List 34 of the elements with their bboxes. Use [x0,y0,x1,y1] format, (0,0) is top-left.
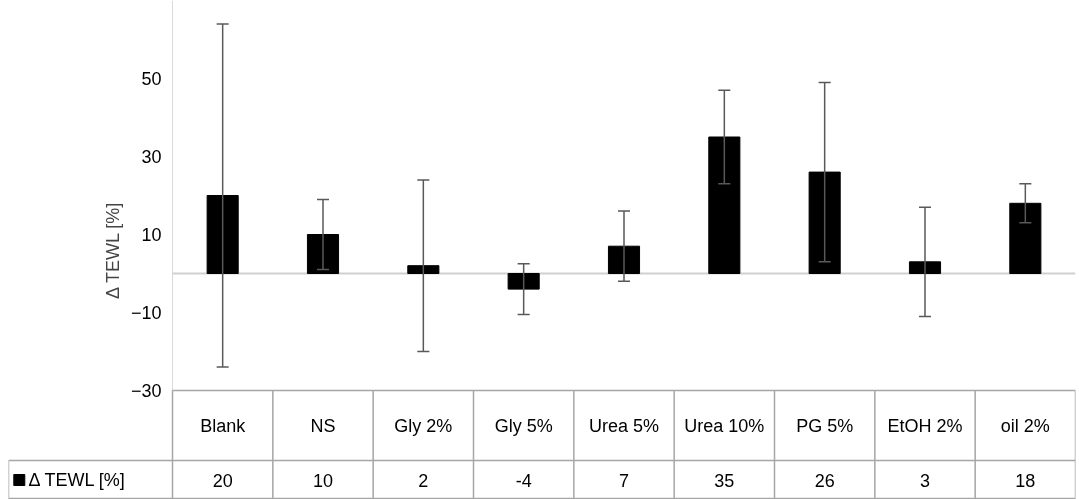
y-tick-label: 50 [141,69,162,89]
bar [407,265,440,274]
y-tick-label: −30 [130,381,162,401]
data-label: 2 [418,470,429,491]
x-tick-label: Gly 5% [494,415,553,436]
x-tick-label: PG 5% [796,415,854,436]
data-label: 10 [312,470,334,491]
bar [908,261,942,274]
bar [507,273,540,290]
y-tick-label: −10 [130,303,162,323]
y-tick-label: 30 [141,147,162,167]
bar [1009,202,1042,274]
y-tick-label: 10 [141,225,162,245]
data-label: 35 [714,470,735,491]
y-axis-title: Δ TEWL [%] [102,202,123,300]
bar [607,245,641,274]
x-tick-label: oil 2% [1000,415,1050,436]
legend-label: Δ TEWL [%] [28,470,125,490]
bar [708,136,741,274]
data-label: 26 [814,470,835,491]
bar [206,195,239,274]
data-label: 7 [618,470,630,491]
data-label: 20 [212,470,233,491]
data-label: -4 [515,470,532,491]
x-tick-label: Blank [200,415,247,436]
x-tick-label: Urea 5% [588,415,660,436]
x-tick-label: Gly 2% [394,415,453,436]
x-tick-label: EtOH 2% [887,415,963,436]
data-label: 18 [1015,470,1036,491]
x-tick-label: NS [310,415,336,436]
data-label: 3 [919,470,931,491]
bar [306,234,340,274]
bar [808,171,841,274]
x-tick-label: Urea 10% [684,415,765,436]
